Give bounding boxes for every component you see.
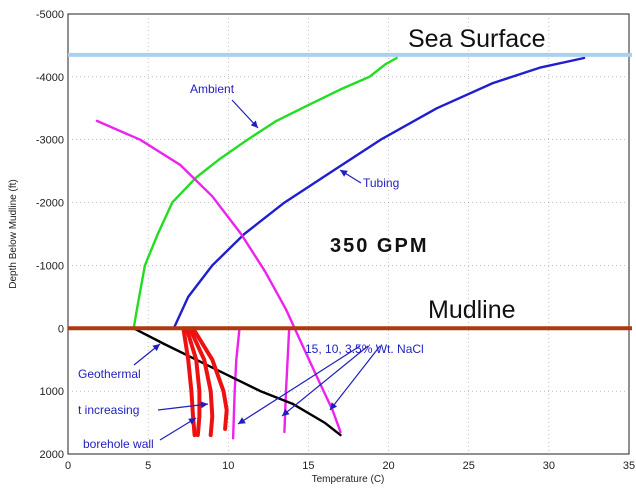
annotation-arrows [133,99,381,441]
mudline-label: Mudline [428,296,516,324]
y-tick-label: 2000 [40,449,64,461]
t-increasing-arrow-head [200,401,208,409]
x-tick-label: 0 [65,460,71,472]
y-tick-label: -4000 [36,72,64,84]
series-line [231,327,241,440]
y-tick-label: 1000 [40,386,64,398]
gpm-label: 350 GPM [330,235,428,257]
series-line [184,326,202,438]
y-tick-label: -2000 [36,198,64,210]
y-tick-label: -3000 [36,135,64,147]
x-tick-label: 10 [222,460,234,472]
x-tick-label: 20 [382,460,394,472]
ambient-annotation: Ambient [190,82,235,96]
ambient-arrow-head [250,120,258,128]
nacl-arrow-3-head [330,402,338,410]
nacl-arrow-1-head [238,417,246,424]
y-tick-label: 0 [58,323,64,335]
reference-lines [68,52,632,331]
x-tick-label: 25 [463,460,475,472]
borehole-wall-annotation: borehole wall [83,437,154,451]
borehole-wall-arrow [159,417,197,441]
t-increasing-annotation: t increasing [78,403,139,417]
plot-frame [67,13,630,455]
x-tick-label: 35 [623,460,635,472]
nacl-annotation: 15, 10, 3.5% Wt. NaCl [305,342,424,356]
tick-labels: 0 5 10 15 20 25 30 35 -5000 -4000 -3000 -2000 -1000 0… [36,9,635,472]
x-tick-label: 15 [302,460,314,472]
series-ambient [132,56,398,330]
tubing-annotation: Tubing [363,176,399,190]
geothermal-arrow-head [152,344,160,352]
series-tubing [172,56,586,330]
y-axis-label: Depth Below Mudline (ft) [8,179,19,289]
y-tick-label: -5000 [36,9,64,21]
borehole-wall-arrow-head [188,418,196,425]
x-axis-label: Temperature (C) [312,474,385,485]
series-line [191,326,229,431]
nacl-arrow-2 [281,345,369,417]
x-tick-label: 5 [145,460,151,472]
nacl-arrow-2-head [282,408,290,416]
series-geothermal [132,327,342,437]
nacl-arrow-1 [237,345,361,425]
y-tick-label: -1000 [36,260,64,272]
tubing-arrow-head [340,170,348,177]
t-increasing-arrow [157,403,209,411]
x-tick-label: 30 [543,460,555,472]
series-borehole-wall [181,326,197,438]
sea-surface-label: Sea Surface [408,25,546,53]
nacl-arrow-3 [329,345,381,411]
geothermal-annotation: Geothermal [78,367,141,381]
series-line [187,326,215,438]
